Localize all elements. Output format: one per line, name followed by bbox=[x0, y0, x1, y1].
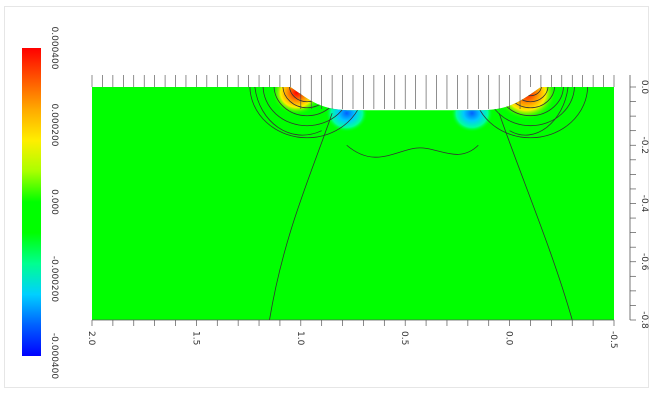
colorbar bbox=[22, 48, 41, 356]
x-tick-label: 1.5 bbox=[190, 331, 200, 345]
y-tick-label: -0.6 bbox=[639, 253, 649, 271]
x-tick-label: 1.0 bbox=[295, 331, 305, 346]
y-tick-label: -0.8 bbox=[639, 311, 649, 329]
x-tick-label: 0.5 bbox=[399, 331, 409, 345]
colorbar-tick-label: -0.000400 bbox=[49, 333, 59, 379]
y-axis: 0.0 -0.2 -0.4 -0.6 -0.8 bbox=[629, 75, 649, 329]
positive-stress-spot bbox=[272, 87, 322, 115]
y-tick-label: -0.2 bbox=[639, 136, 649, 154]
surface-tick-lines bbox=[91, 75, 615, 109]
contour-line bbox=[498, 113, 573, 320]
x-axis: 2.0 1.5 1.0 0.5 0.0 -0.5 bbox=[86, 319, 618, 349]
contour-line bbox=[269, 113, 333, 320]
colorbar-tick-label: 0.000200 bbox=[49, 104, 59, 147]
contour-line bbox=[346, 144, 479, 158]
colorbar-labels: 0.000400 0.000200 0.000 -0.000200 -0.000400 bbox=[49, 27, 59, 380]
y-tick-label: 0.0 bbox=[639, 80, 649, 95]
contour-line bbox=[254, 87, 322, 136]
x-tick-label: -0.5 bbox=[608, 331, 618, 349]
colorbar-tick-label: 0.000400 bbox=[49, 27, 59, 70]
x-tick-label: 2.0 bbox=[86, 331, 96, 346]
plot-field bbox=[92, 87, 614, 320]
colorbar-tick-label: -0.000200 bbox=[49, 256, 59, 302]
contour-line bbox=[509, 87, 569, 136]
colorbar-tick-label: 0.000 bbox=[49, 189, 59, 215]
x-tick-label: 0.0 bbox=[504, 331, 514, 346]
y-tick-label: -0.4 bbox=[639, 195, 649, 213]
colorbar-rect bbox=[22, 48, 41, 356]
chart-frame bbox=[4, 6, 649, 388]
